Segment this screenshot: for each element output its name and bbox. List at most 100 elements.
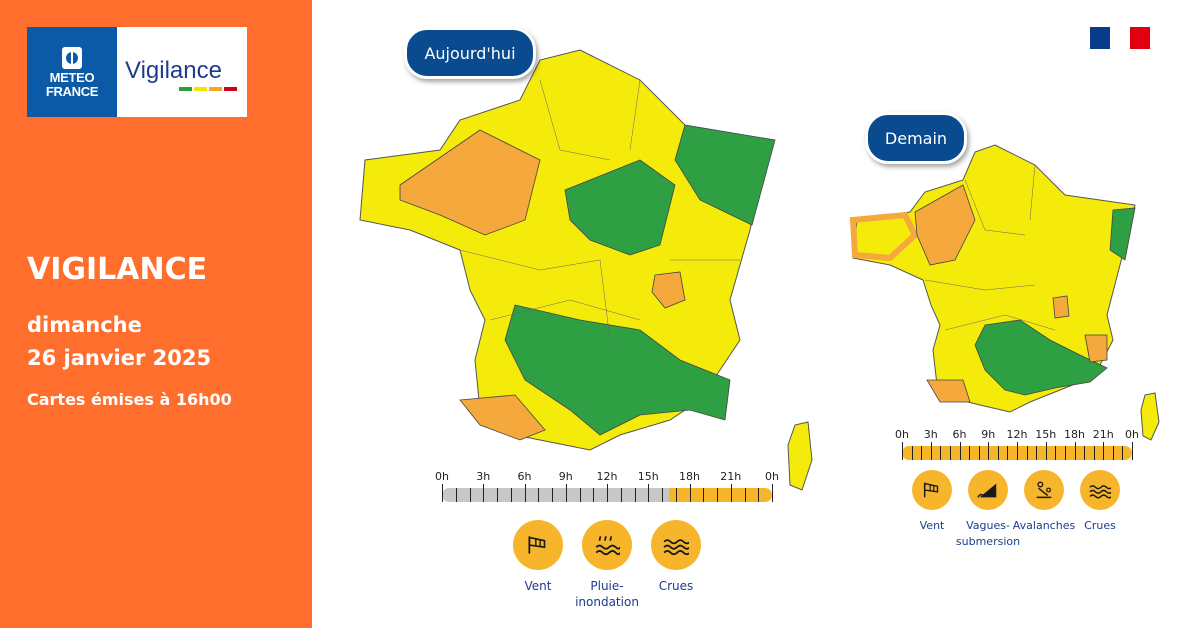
timeline-tick <box>442 484 443 502</box>
orange-zone-center-east <box>651 271 686 309</box>
timeline-tick <box>758 488 760 502</box>
timeline-tick <box>675 488 677 502</box>
timeline-tick <box>1055 446 1057 460</box>
wind-icon <box>513 520 563 570</box>
meteo-france-logo: METEO FRANCE <box>27 27 117 117</box>
timeline-tick <box>455 488 457 502</box>
timeline-tick <box>949 446 951 460</box>
timeline-tick <box>593 488 595 502</box>
hazard-flood[interactable]: Crues <box>1065 470 1135 534</box>
hazard-label: Crues <box>658 579 694 593</box>
date-text: 26 janvier 2025 <box>27 346 212 370</box>
tomorrow-timeline: 0h 3h 6h 9h 12h 15h 18h 21h 0h <box>895 428 1139 468</box>
vigilance-bar-2 <box>209 87 222 91</box>
vigilance-wordmark: Vigilance <box>117 27 247 117</box>
tomorrow-label: Demain <box>884 128 948 148</box>
timeline-tick-label: 15h <box>637 470 659 483</box>
timeline-tick-label: 12h <box>596 470 618 483</box>
hazard-flood[interactable]: Crues <box>635 520 717 594</box>
timeline-tick-label: 6h <box>952 428 967 441</box>
timeline-bar <box>442 488 772 502</box>
timeline-tick <box>1112 446 1114 460</box>
timeline-tick <box>940 446 942 460</box>
timeline-tick <box>565 484 567 502</box>
vigilance-bar-3 <box>224 87 237 91</box>
orange-zone-south-west <box>926 379 971 403</box>
orange-zone-normandy <box>914 184 976 266</box>
vigilance-bar-0 <box>179 87 192 91</box>
timeline-tick <box>1064 446 1066 460</box>
timeline-tick-label: 9h <box>981 428 996 441</box>
hazard-waves-submersion[interactable]: Vagues- submersion <box>953 470 1023 550</box>
timeline-tick <box>703 488 705 502</box>
orange-zone-brittany-coast <box>849 211 919 262</box>
timeline-tick <box>620 488 622 502</box>
timeline-tick <box>648 484 650 502</box>
timeline-tick <box>497 488 498 502</box>
issued-time: Cartes émises à 16h00 <box>27 390 232 409</box>
timeline-tick <box>524 484 526 502</box>
tomorrow-vigilance-map[interactable] <box>845 140 1175 441</box>
timeline-tick <box>469 488 471 502</box>
timeline-tick <box>510 488 512 502</box>
timeline-tick <box>921 446 923 460</box>
france-word: FRANCE <box>45 84 99 99</box>
orange-zone-south-west <box>459 394 546 441</box>
timeline-tick-label: 0h <box>435 470 449 483</box>
timeline-tick <box>988 442 990 460</box>
timeline-tick-label: 12h <box>1006 428 1028 441</box>
green-zone-center <box>564 159 676 256</box>
green-zone-south <box>974 319 1108 396</box>
hazard-rain-flood[interactable]: Pluie- inondation <box>566 520 648 610</box>
timeline-tick <box>1017 442 1018 460</box>
orange-zone-west <box>399 129 541 236</box>
today-label-pill: Aujourd'hui <box>404 27 536 79</box>
timeline-tick-label: 18h <box>1064 428 1085 441</box>
hazard-wind[interactable]: Vent <box>497 520 579 594</box>
green-zone-south <box>504 304 731 436</box>
corsica <box>1140 392 1160 441</box>
timeline-tick <box>902 442 903 460</box>
timeline-tick <box>1084 446 1086 460</box>
timeline-tick <box>930 442 932 460</box>
timeline-tick <box>634 488 636 502</box>
timeline-tick-label: 6h <box>517 470 532 483</box>
timeline-tick <box>969 446 971 460</box>
hazard-avalanche[interactable]: Avalanches <box>1009 470 1079 534</box>
timeline-tick <box>1026 446 1028 460</box>
hazard-label: Vent <box>919 519 945 532</box>
flood-icon <box>1080 470 1120 510</box>
tomorrow-label-pill: Demain <box>865 112 967 164</box>
timeline-tick-label: 18h <box>679 470 700 483</box>
timeline-tick <box>911 446 913 460</box>
timeline-tick <box>538 488 540 502</box>
today-timeline: 0h 3h 6h 9h 12h 15h 18h 21h 0h <box>435 470 779 510</box>
page-title: VIGILANCE <box>27 252 208 287</box>
hazard-label: Crues <box>1084 519 1116 532</box>
timeline-tick <box>1045 442 1047 460</box>
hazard-label: Vagues- submersion <box>955 519 1021 548</box>
timeline-tick <box>579 488 581 502</box>
meteo-france-vigilance-logo: METEO FRANCE Vigilance <box>27 27 247 117</box>
timeline-tick <box>730 484 732 502</box>
timeline-tick <box>483 484 485 502</box>
timeline-tick <box>1122 446 1124 460</box>
timeline-tick-label: 3h <box>923 428 938 441</box>
orange-zone-south-east <box>1084 334 1108 363</box>
timeline-tick <box>744 488 746 502</box>
timeline-tick-label: 0h <box>1125 428 1139 441</box>
left-panel: METEO FRANCE Vigilance VIGILANCE dimanch… <box>0 0 312 628</box>
timeline-tick-label: 15h <box>1035 428 1057 441</box>
timeline-tick <box>1103 442 1105 460</box>
meteo-france-emblem-icon <box>62 47 82 69</box>
vigilance-color-bars <box>179 87 237 91</box>
vigilance-word: Vigilance <box>125 57 222 84</box>
timeline-tick <box>1093 446 1095 460</box>
timeline-tick <box>772 484 773 502</box>
timeline-tick <box>1007 446 1009 460</box>
today-vigilance-map[interactable] <box>340 40 830 510</box>
hazard-wind[interactable]: Vent <box>897 470 967 534</box>
corsica <box>787 421 813 491</box>
today-label: Aujourd'hui <box>424 43 516 63</box>
hazard-label: Vent <box>524 579 552 593</box>
